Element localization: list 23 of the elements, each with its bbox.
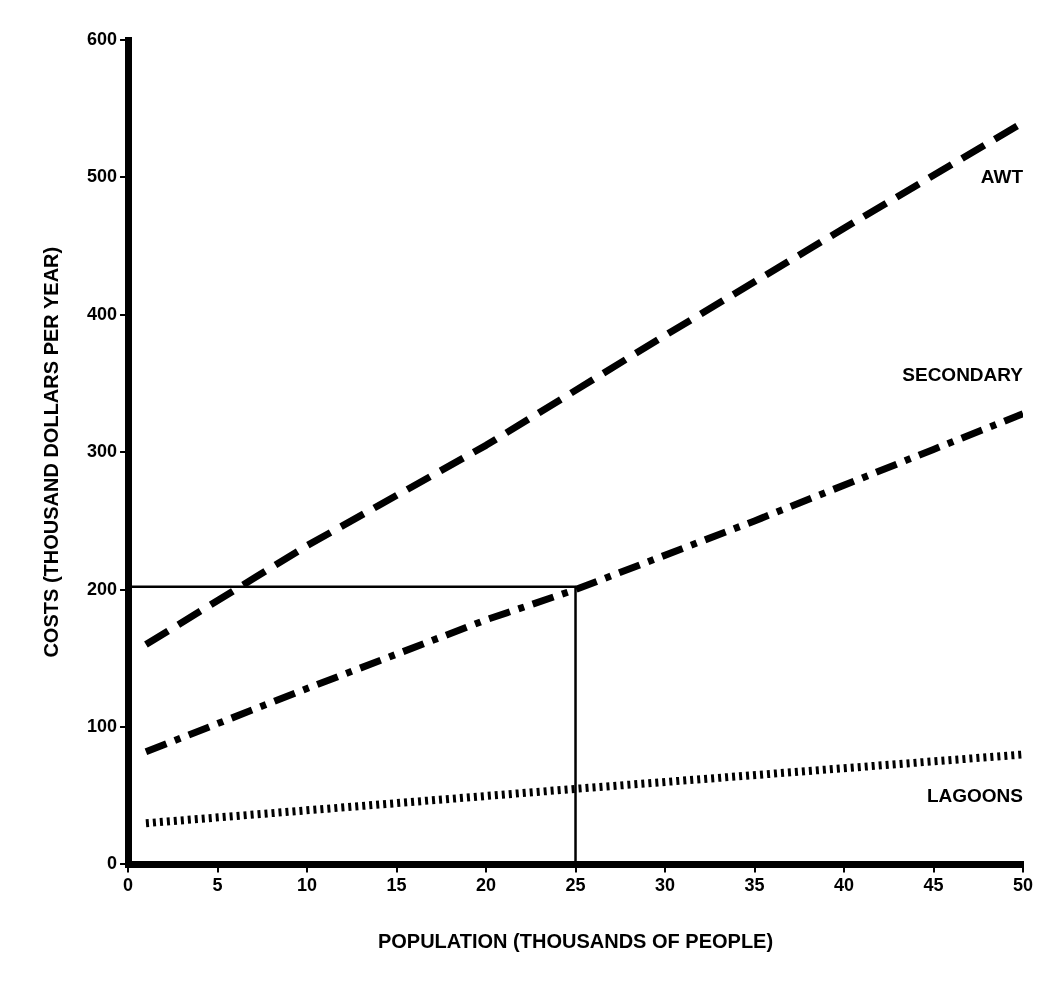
y-tick-label: 300 [86,441,118,462]
y-tick-label: 600 [86,28,118,49]
x-tick-label: 30 [655,875,676,896]
x-tick-label: 0 [123,875,134,896]
series-label: SECONDARY [902,363,1024,385]
y-axis-title: COSTS (THOUSAND DOLLARS PER YEAR) [39,246,62,658]
x-tick-label: 15 [386,875,407,896]
x-tick-label: 25 [565,875,586,896]
series-label: AWT [980,165,1024,187]
x-tick-label: 40 [833,875,855,896]
y-tick-label: 500 [86,166,118,187]
x-tick-label: 45 [923,875,944,896]
x-tick-label: 35 [744,875,765,896]
x-tick-label: 20 [476,875,497,896]
y-tick-label: 100 [86,715,118,736]
x-axis-title: POPULATION (THOUSANDS OF PEOPLE) [377,929,774,952]
x-tick-label: 50 [1012,875,1034,896]
series-label: LAGOONS [926,784,1023,806]
x-tick-label: 10 [297,875,318,896]
x-tick-label: 5 [212,875,223,896]
y-tick-label: 400 [86,303,118,324]
y-tick-label: 0 [107,853,118,874]
y-tick-label: 200 [86,578,118,599]
